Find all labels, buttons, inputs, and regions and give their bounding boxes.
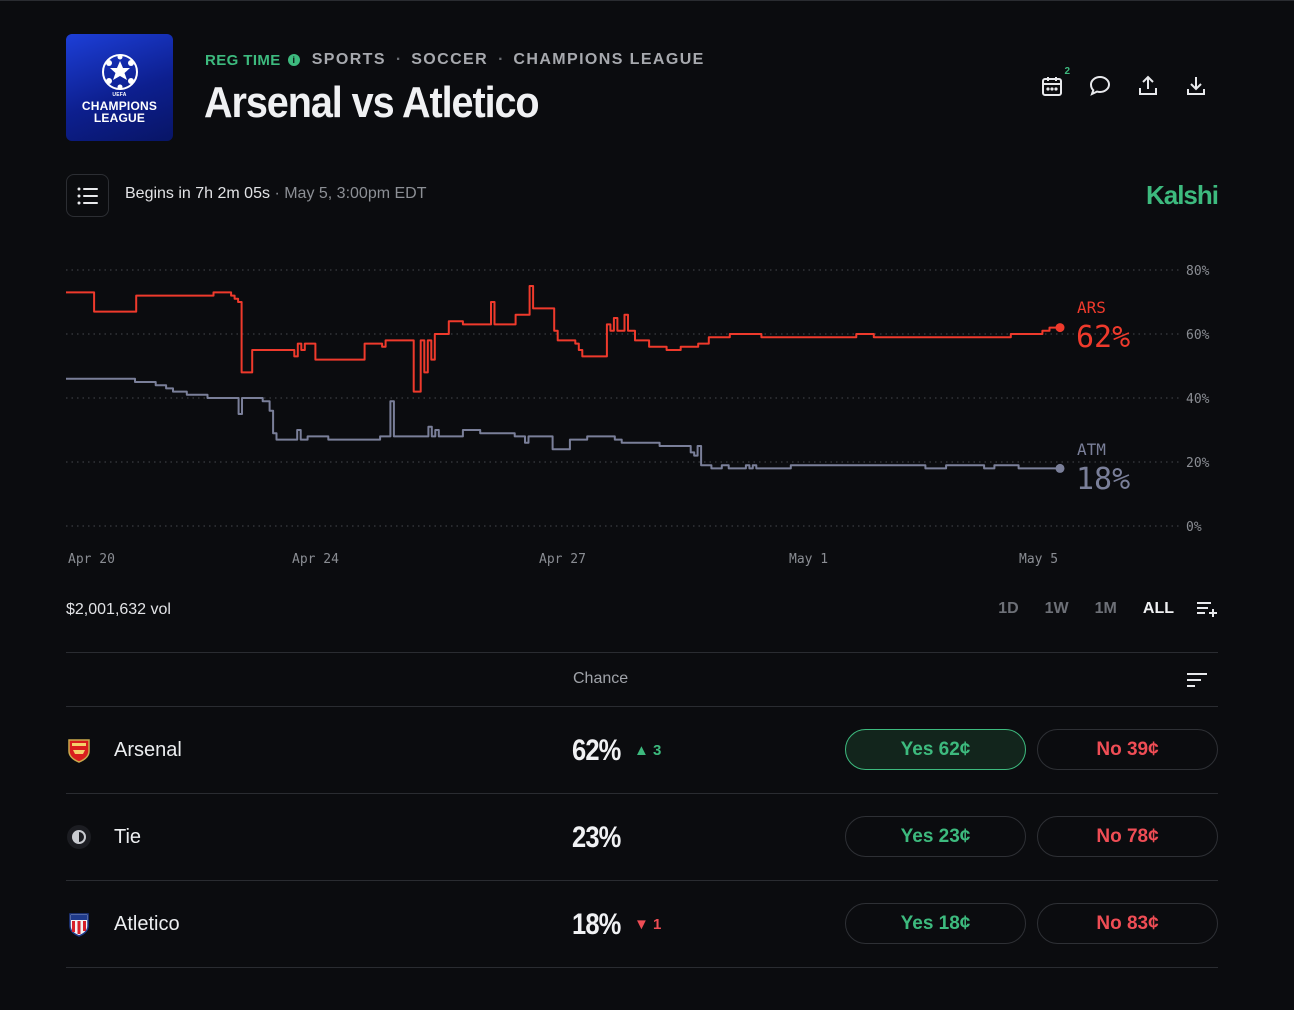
playlist-add-icon xyxy=(1197,602,1217,617)
y-tick-label: 40% xyxy=(1186,392,1210,407)
kalshi-brand: Kalshi xyxy=(1145,180,1219,210)
outcome-chance: 62% xyxy=(572,734,621,767)
rules-list-button[interactable] xyxy=(66,174,109,217)
range-1d[interactable]: 1D xyxy=(998,600,1019,617)
outcome-chance: 18% xyxy=(572,908,621,941)
series-line-ars xyxy=(66,285,1060,393)
y-tick-label: 0% xyxy=(1186,520,1202,535)
share-button[interactable] xyxy=(1134,72,1162,100)
table-header: Chance xyxy=(66,652,1218,707)
calendar-button[interactable]: 2 xyxy=(1038,66,1070,100)
breadcrumb: REG TIME i SPORTS · SOCCER · CHAMPIONS L… xyxy=(205,50,705,70)
range-1m[interactable]: 1M xyxy=(1094,600,1117,617)
buy-yes-button[interactable]: Yes 18¢ xyxy=(845,903,1026,944)
atletico-crest-icon xyxy=(69,913,89,937)
download-icon xyxy=(1187,77,1205,95)
header-actions: 2 xyxy=(1038,66,1230,100)
breadcrumb-separator: · xyxy=(395,51,402,68)
tie-half-circle-icon xyxy=(67,825,91,849)
logo-text-champions: CHAMPIONS xyxy=(81,98,158,113)
outcome-chance: 23% xyxy=(572,821,621,854)
change-badge: ▲ 3 xyxy=(634,742,662,759)
outcome-row-tie[interactable]: Tie 23% Yes 23¢ No 78¢ xyxy=(66,794,1218,881)
breadcrumb-soccer[interactable]: SOCCER xyxy=(411,51,489,68)
calendar-icon xyxy=(1042,77,1062,96)
change-badge: ▼ 1 xyxy=(634,916,662,933)
champions-league-logo: UEFA CHAMPIONS LEAGUE xyxy=(66,34,173,141)
x-tick-label: Apr 20 xyxy=(68,552,115,567)
outcome-name: Arsenal xyxy=(114,739,182,761)
share-upload-icon xyxy=(1139,75,1157,95)
buy-yes-button[interactable]: Yes 23¢ xyxy=(845,816,1026,857)
y-tick-label: 60% xyxy=(1186,328,1210,343)
y-tick-label: 80% xyxy=(1186,264,1210,279)
outcome-row-atletico[interactable]: Atletico 18% ▼ 1 Yes 18¢ No 83¢ xyxy=(66,881,1218,968)
breadcrumb-sports[interactable]: SPORTS xyxy=(311,51,386,68)
x-tick-label: May 1 xyxy=(789,552,828,567)
series-line-atm xyxy=(66,377,1060,470)
buy-no-button[interactable]: No 39¢ xyxy=(1037,729,1218,770)
series-name-label: ATM xyxy=(1077,440,1106,459)
range-1w[interactable]: 1W xyxy=(1044,600,1069,617)
outcomes-table: Chance Arsenal 62% ▲ 3 Yes 62¢ No 39¢ Ti… xyxy=(66,652,1218,968)
comment-button[interactable] xyxy=(1086,72,1114,100)
page-title: Arsenal vs Atletico xyxy=(204,78,540,127)
x-tick-label: May 5 xyxy=(1019,552,1058,567)
list-icon xyxy=(77,187,98,204)
volume-label: $2,001,632 vol xyxy=(66,601,171,618)
range-selector: 1D 1W 1M ALL xyxy=(972,600,1218,618)
sort-button[interactable] xyxy=(1186,672,1208,693)
series-end-value: 18% xyxy=(1076,462,1130,497)
x-tick-label: Apr 27 xyxy=(539,552,586,567)
logo-text-league: LEAGUE xyxy=(93,110,146,125)
price-chart[interactable]: 80% 60% 40% 20% 0% Apr 20 Apr 24 Apr 27 May 1 May… xyxy=(60,250,1230,580)
starball-icon xyxy=(101,53,138,90)
breadcrumb-champions-league[interactable]: CHAMPIONS LEAGUE xyxy=(513,51,705,68)
sort-icon xyxy=(1187,673,1207,687)
column-header-chance: Chance xyxy=(573,670,629,687)
add-to-list-button[interactable] xyxy=(1196,600,1218,618)
x-tick-label: Apr 24 xyxy=(292,552,339,567)
y-tick-label: 20% xyxy=(1186,456,1210,471)
event-date: · May 5, 3:00pm EDT xyxy=(274,185,427,202)
chat-bubble-icon xyxy=(1089,75,1111,96)
countdown-text: Begins in 7h 2m 05s xyxy=(125,185,270,202)
buy-yes-button[interactable]: Yes 62¢ xyxy=(845,729,1026,770)
outcome-name: Atletico xyxy=(114,913,180,935)
top-border xyxy=(0,0,1294,1)
countdown: Begins in 7h 2m 05s · May 5, 3:00pm EDT xyxy=(125,185,426,203)
buy-no-button[interactable]: No 78¢ xyxy=(1037,816,1218,857)
calendar-badge: 2 xyxy=(1064,66,1070,77)
outcome-name: Tie xyxy=(114,826,142,848)
info-icon[interactable]: i xyxy=(287,54,300,66)
series-end-point-atm xyxy=(1055,463,1065,473)
outcome-row-arsenal[interactable]: Arsenal 62% ▲ 3 Yes 62¢ No 39¢ xyxy=(66,707,1218,794)
buy-no-button[interactable]: No 83¢ xyxy=(1037,903,1218,944)
reg-time-label: REG TIME xyxy=(205,51,281,69)
series-end-value: 62% xyxy=(1076,320,1130,355)
series-name-label: ARS xyxy=(1077,298,1106,317)
download-button[interactable] xyxy=(1182,72,1210,100)
range-all[interactable]: ALL xyxy=(1142,600,1174,617)
arsenal-crest-icon xyxy=(68,739,90,763)
logo-text-uefa: UEFA xyxy=(112,91,127,98)
series-end-point-ars xyxy=(1055,323,1065,333)
breadcrumb-separator: · xyxy=(498,51,504,68)
